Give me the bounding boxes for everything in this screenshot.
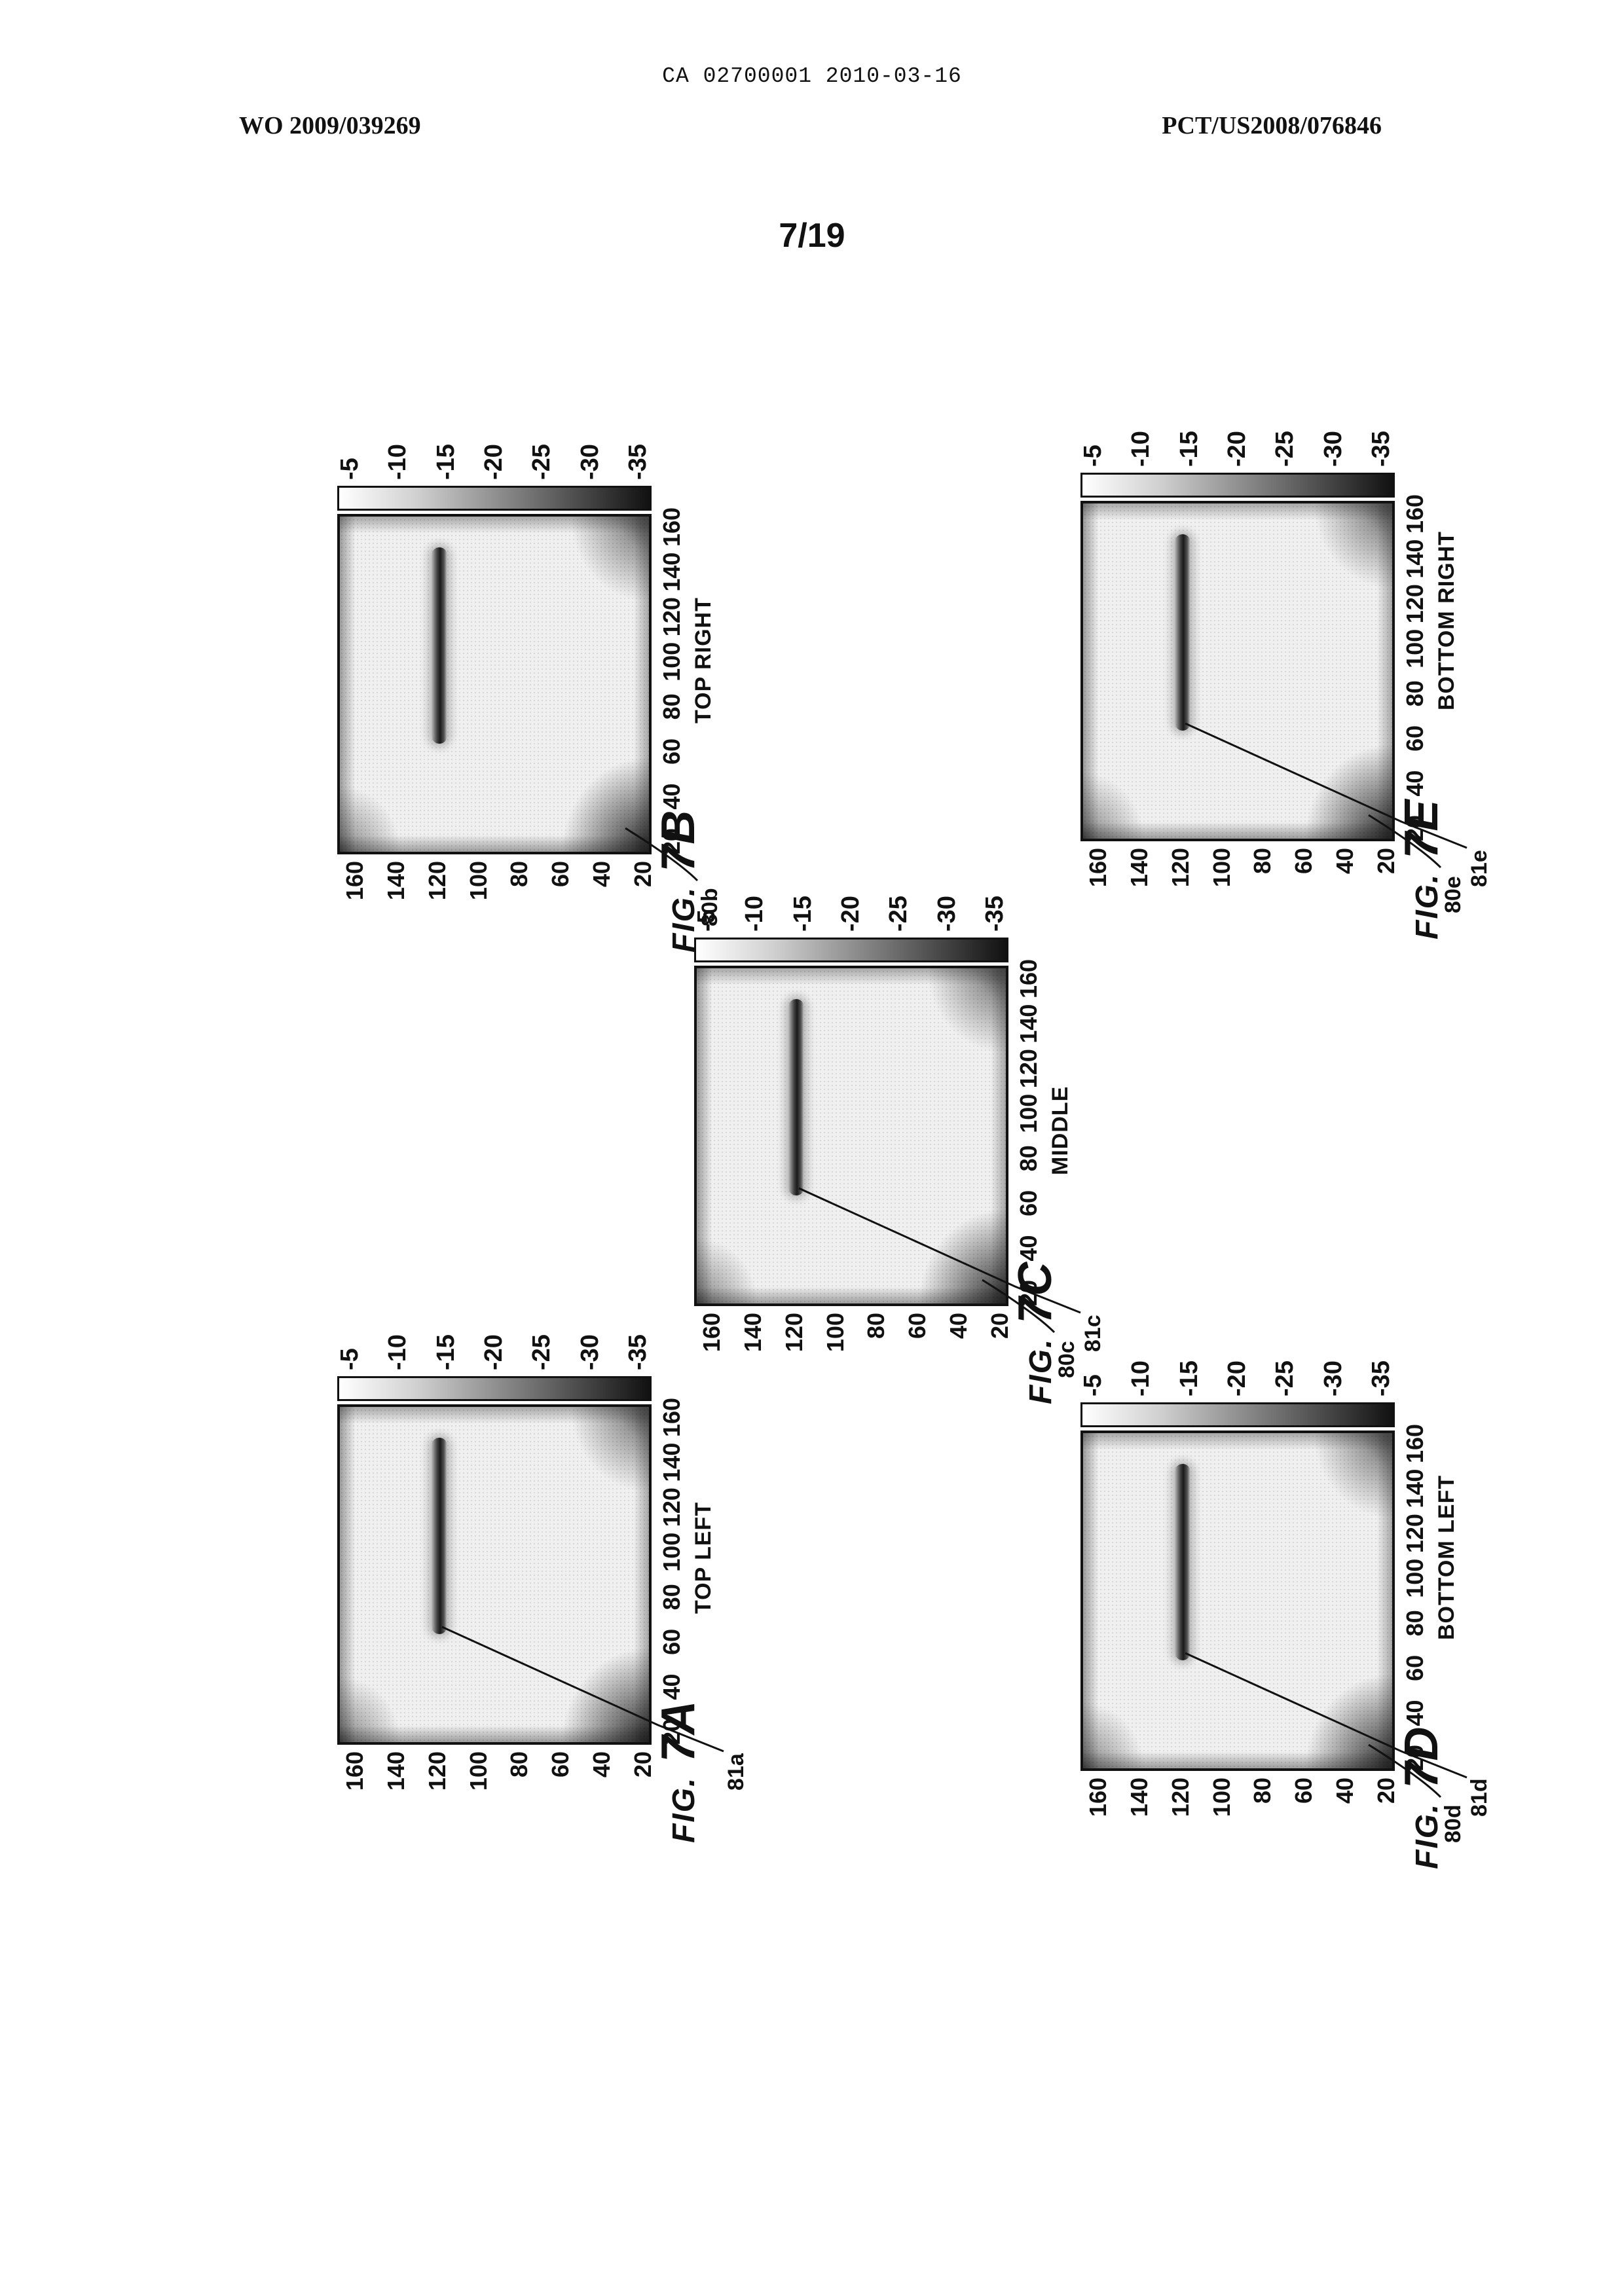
reference-numeral-plot: 80e — [1441, 876, 1466, 913]
reference-numeral-plot: 80d — [1441, 1804, 1466, 1843]
pct-application-number: PCT/US2008/076846 — [1162, 111, 1382, 140]
sheet-number: 7/19 — [0, 216, 1624, 255]
reference-numeral-streak: 81d — [1467, 1778, 1492, 1817]
leader-line-streak — [1185, 723, 1467, 848]
reference-numeral-streak: 81e — [1467, 850, 1492, 887]
leader-lines — [1041, 442, 1441, 933]
figure-panel-7a: -5-10-15-20-25-30-3516014012010080604020… — [298, 1345, 697, 1836]
leader-lines — [1041, 1372, 1441, 1863]
leader-line-streak — [442, 1627, 724, 1751]
leader-lines — [655, 907, 1054, 1398]
figure-panel-7c: -5-10-15-20-25-30-3516014012010080604020… — [655, 907, 1054, 1398]
leader-line-streak — [1185, 1653, 1467, 1777]
figure-panel-7b: -5-10-15-20-25-30-3516014012010080604020… — [298, 455, 697, 946]
reference-numeral-streak: 81a — [724, 1753, 749, 1791]
ca-document-number: CA 02700001 2010-03-16 — [0, 64, 1624, 88]
leader-lines — [298, 455, 697, 946]
leader-line-streak — [799, 1188, 1080, 1313]
leader-lines — [298, 1345, 697, 1836]
leader-line-plot — [625, 828, 697, 881]
reference-numeral-streak: 81c — [1080, 1315, 1106, 1352]
figure-panel-7e: -5-10-15-20-25-30-3516014012010080604020… — [1041, 442, 1441, 933]
figure-panel-7d: -5-10-15-20-25-30-3516014012010080604020… — [1041, 1372, 1441, 1863]
wo-publication-number: WO 2009/039269 — [239, 111, 421, 140]
